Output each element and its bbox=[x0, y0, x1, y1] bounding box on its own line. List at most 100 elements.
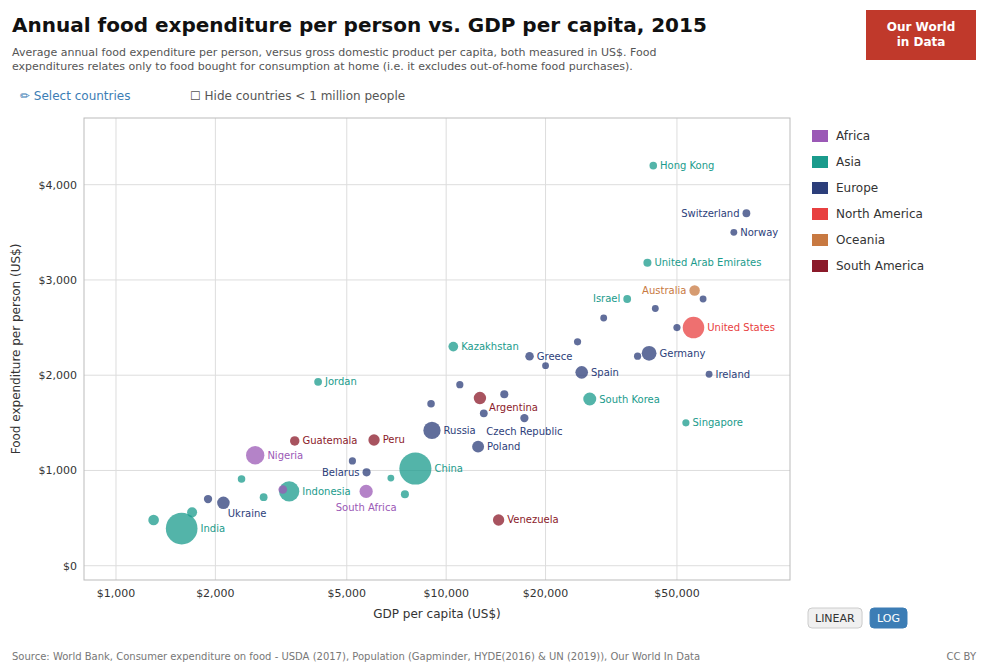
legend-swatch bbox=[812, 234, 828, 246]
point-label: United States bbox=[707, 322, 775, 333]
x-grid-line bbox=[115, 118, 116, 580]
bubble bbox=[314, 378, 322, 386]
legend-swatch bbox=[812, 130, 828, 142]
bubble bbox=[542, 362, 549, 369]
point-label: Greece bbox=[537, 351, 573, 362]
bubble bbox=[652, 305, 659, 312]
logo-line: in Data bbox=[897, 35, 946, 49]
y-tick-label: $0 bbox=[63, 560, 77, 573]
point-label: Belarus bbox=[322, 467, 360, 478]
legend-swatch bbox=[812, 208, 828, 220]
x-grid-line bbox=[215, 118, 216, 580]
logo-text: Our Worldin Data bbox=[887, 20, 956, 49]
plot-frame bbox=[84, 118, 790, 580]
bubble bbox=[682, 419, 689, 426]
bubble bbox=[260, 493, 268, 501]
bubble bbox=[360, 485, 373, 498]
bubble bbox=[673, 324, 680, 331]
bubble bbox=[520, 414, 528, 422]
scale-buttons: LINEAR LOG bbox=[808, 608, 907, 628]
bubble bbox=[706, 371, 713, 378]
grid bbox=[84, 118, 790, 580]
legend: AfricaAsiaEuropeNorth AmericaOceaniaSout… bbox=[812, 129, 924, 273]
point-label: Hong Kong bbox=[660, 160, 714, 171]
point-label: Switzerland bbox=[681, 208, 739, 219]
subtitle-line: expenditures relates only to food bought… bbox=[12, 60, 633, 73]
x-tick-label: $5,000 bbox=[328, 587, 367, 600]
control-text: ✏ Select countries bbox=[20, 89, 130, 103]
logo-box bbox=[866, 10, 976, 60]
bubble bbox=[730, 229, 737, 236]
bubble bbox=[279, 481, 299, 501]
point-label: India bbox=[201, 523, 226, 534]
bubble bbox=[634, 353, 641, 360]
point-label: Singapore bbox=[693, 417, 743, 428]
point-label: Kazakhstan bbox=[461, 341, 519, 352]
bubble bbox=[166, 513, 198, 545]
bubble bbox=[448, 342, 458, 352]
bubble bbox=[743, 209, 751, 217]
y-tick-label: $3,000 bbox=[39, 274, 78, 287]
y-axis-label: Food expenditure per person (US$) bbox=[9, 244, 23, 455]
y-grid-line bbox=[84, 279, 790, 280]
bubble bbox=[683, 317, 705, 339]
point-label: Russia bbox=[444, 425, 476, 436]
license: CC BY bbox=[946, 651, 976, 662]
x-tick-label: $1,000 bbox=[97, 587, 136, 600]
chart: Annual food expenditure per person vs. G… bbox=[0, 0, 988, 671]
bubble bbox=[700, 296, 707, 303]
bubble bbox=[456, 381, 463, 388]
point-label: Nigeria bbox=[267, 450, 303, 461]
bubble bbox=[278, 485, 287, 494]
point-labels: ChinaIndiaUnited StatesIndonesiaNigeriaR… bbox=[201, 160, 779, 534]
y-grid-line bbox=[84, 184, 790, 185]
bubble bbox=[525, 352, 534, 361]
bubble bbox=[387, 475, 394, 482]
point-label: Poland bbox=[487, 441, 520, 452]
x-grid-line bbox=[446, 118, 447, 580]
y-grid-line bbox=[84, 375, 790, 376]
y-grid-line bbox=[84, 565, 790, 566]
legend-label: Asia bbox=[836, 155, 861, 169]
bubble bbox=[623, 295, 631, 303]
bubble bbox=[642, 346, 657, 361]
y-tick-label: $4,000 bbox=[39, 179, 78, 192]
bubble bbox=[689, 285, 700, 296]
x-tick-label: $50,000 bbox=[654, 587, 700, 600]
bubble bbox=[600, 315, 607, 322]
bubble bbox=[583, 393, 596, 406]
point-label: South Korea bbox=[599, 394, 660, 405]
scale-button-label: LINEAR bbox=[815, 612, 855, 625]
bubble bbox=[187, 507, 197, 517]
point-label: Peru bbox=[383, 434, 405, 445]
bubble bbox=[500, 390, 508, 398]
y-tick-label: $1,000 bbox=[39, 464, 78, 477]
title: Annual food expenditure per person vs. G… bbox=[12, 13, 707, 37]
subtitle: Average annual food expenditure per pers… bbox=[12, 46, 656, 73]
legend-label: North America bbox=[836, 207, 923, 221]
bubble bbox=[368, 434, 379, 445]
source: Source: World Bank, Consumer expenditure… bbox=[12, 651, 700, 662]
point-label: Australia bbox=[642, 285, 686, 296]
point-label: United Arab Emirates bbox=[654, 257, 761, 268]
point-label: Venezuela bbox=[507, 514, 558, 525]
point-label: Czech Republic bbox=[486, 426, 562, 437]
scale-button-label: LOG bbox=[877, 612, 900, 625]
bubble bbox=[363, 468, 371, 476]
y-tick-label: $2,000 bbox=[39, 369, 78, 382]
bubble bbox=[148, 515, 159, 526]
x-tick-label: $2,000 bbox=[196, 587, 235, 600]
legend-swatch bbox=[812, 182, 828, 194]
point-label: Germany bbox=[659, 348, 705, 359]
point-label: Ukraine bbox=[228, 508, 267, 519]
bubble bbox=[349, 457, 356, 464]
x-grid-line bbox=[545, 118, 546, 580]
legend-label: Africa bbox=[836, 129, 870, 143]
legend-label: Oceania bbox=[836, 233, 885, 247]
logo-line: Our World bbox=[887, 20, 956, 34]
bubbles bbox=[148, 162, 750, 545]
bubble bbox=[575, 366, 588, 379]
point-label: Norway bbox=[740, 227, 778, 238]
bubble bbox=[399, 452, 431, 484]
scale-button bbox=[870, 608, 907, 628]
